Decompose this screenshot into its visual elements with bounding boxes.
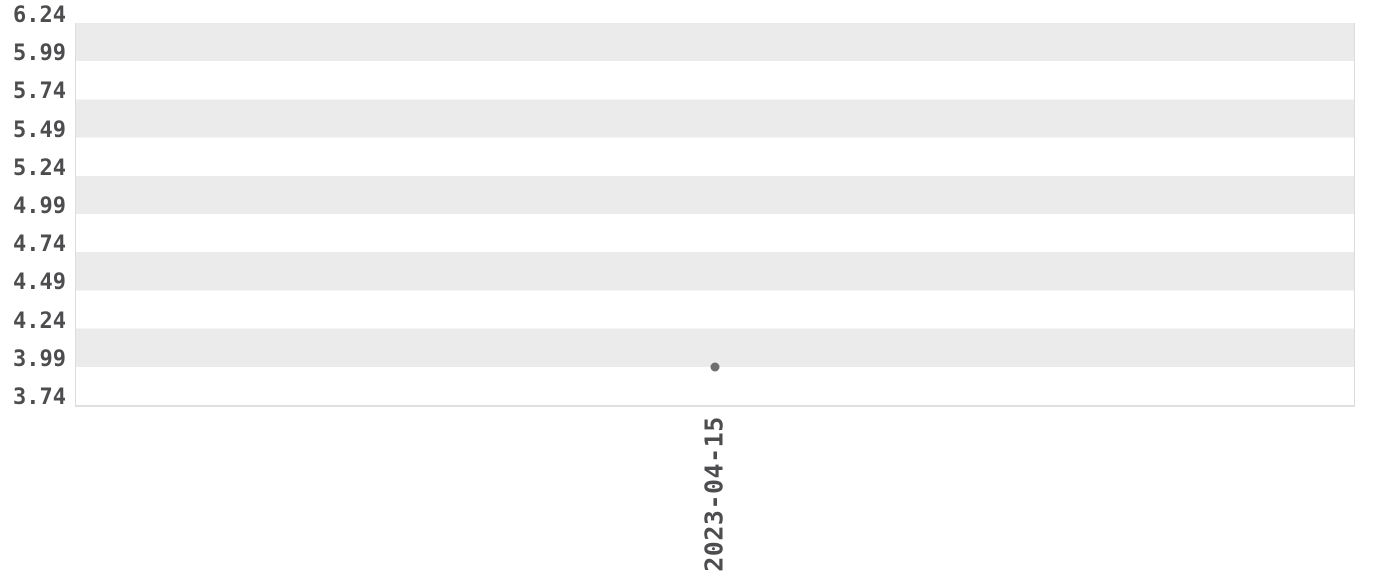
plot-area <box>75 23 1355 407</box>
y-tick-label: 5.99 <box>13 41 66 67</box>
y-tick-label: 4.49 <box>13 270 66 296</box>
y-tick-label: 4.74 <box>13 232 66 258</box>
y-tick-label: 4.99 <box>13 194 66 219</box>
y-tick-label: 4.24 <box>13 308 66 334</box>
y-tick-label: 6.24 <box>13 3 66 28</box>
x-tick-label: 2023-04-15 <box>699 416 729 572</box>
y-tick-label: 3.74 <box>13 385 66 410</box>
y-axis: 6.24 5.99 5.74 5.49 5.24 4.99 4.74 4.49 … <box>0 0 67 580</box>
data-point[interactable] <box>710 362 720 372</box>
y-tick-label: 5.49 <box>13 117 66 143</box>
y-tick-label: 5.74 <box>13 79 66 105</box>
y-tick-label: 5.24 <box>13 155 66 181</box>
y-tick-label: 3.99 <box>13 346 66 372</box>
